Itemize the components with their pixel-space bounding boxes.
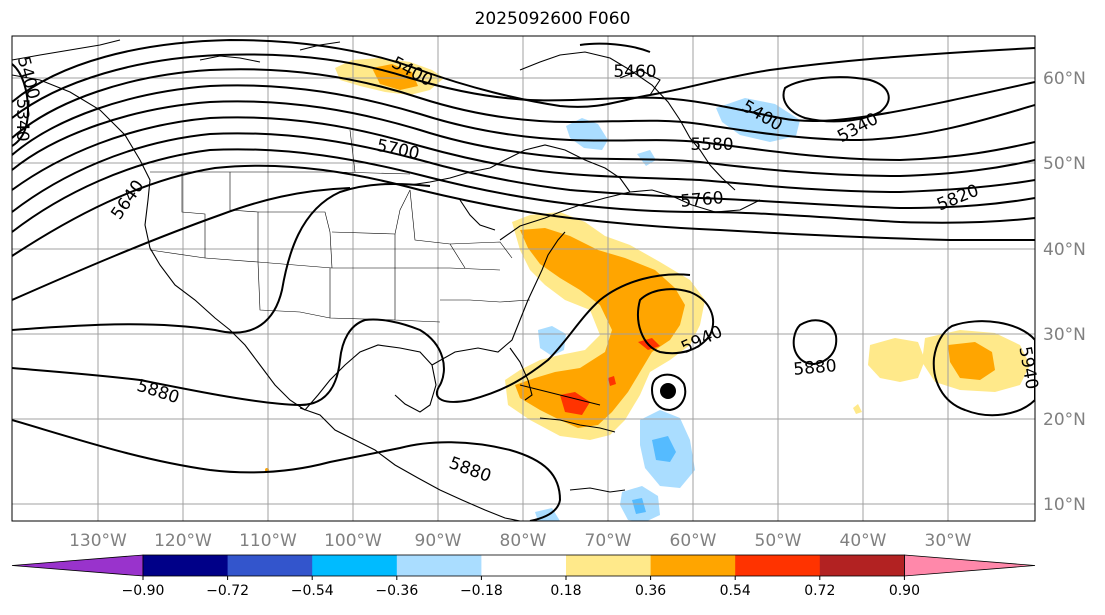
- colorbar-tick-label: −0.36: [375, 583, 418, 599]
- colorbar-tick-label: 0.90: [889, 583, 920, 599]
- longitude-label: 70°W: [585, 531, 632, 551]
- colorbar-segment: [650, 555, 736, 576]
- colorbar-tick-label: −0.90: [122, 583, 165, 599]
- colorbar-tick-label: 0.36: [635, 583, 666, 599]
- longitude-label: 120°W: [154, 531, 212, 551]
- colorbar-segment: [312, 555, 398, 576]
- height-contours: [12, 38, 1035, 521]
- colorbar: −0.90 −0.72 −0.54 −0.36 −0.18 0.18 0.36 0.54 0.7…: [11, 554, 1036, 599]
- latitude-label: 30°N: [1043, 325, 1086, 345]
- longitude-label: 130°W: [69, 531, 127, 551]
- contour-label: 5880: [793, 356, 838, 380]
- longitude-label: 50°W: [755, 531, 802, 551]
- latitude-label: 60°N: [1043, 69, 1086, 89]
- colorbar-outline: [142, 554, 905, 577]
- contour-label: 5460: [613, 62, 656, 82]
- contour-label: 5580: [690, 135, 733, 155]
- colorbar-tick-label: −0.72: [206, 583, 249, 599]
- contour-label: 5880: [446, 453, 493, 487]
- colorbar-segment: [819, 555, 905, 576]
- colorbar-extend-low: [11, 554, 144, 577]
- colorbar-segment: [481, 555, 567, 576]
- colorbar-segment: [143, 555, 229, 576]
- longitude-label: 60°W: [670, 531, 717, 551]
- colorbar-segment: [566, 555, 652, 576]
- colorbar-segment: [735, 555, 821, 576]
- colorbar-segment: [396, 555, 482, 576]
- map-title: 2025092600 F060: [474, 9, 631, 29]
- latitude-labels: 60°N 50°N 40°N 30°N 20°N 10°N: [1043, 69, 1086, 515]
- latitude-label: 10°N: [1043, 495, 1086, 515]
- longitude-label: 110°W: [239, 531, 297, 551]
- latitude-label: 40°N: [1043, 240, 1086, 260]
- contour-label: 5700: [375, 136, 421, 165]
- colorbar-extend-high: [904, 554, 1036, 577]
- colorbar-tick-label: 0.72: [804, 583, 835, 599]
- longitude-label: 100°W: [324, 531, 382, 551]
- warm-shading: [265, 58, 1030, 472]
- longitude-label: 80°W: [500, 531, 547, 551]
- contour-label: 5820: [934, 181, 982, 216]
- contour-label: 5340: [834, 109, 882, 147]
- colorbar-tick-label: 0.18: [550, 583, 581, 599]
- contour-label: 5340: [12, 98, 32, 141]
- longitude-label: 90°W: [415, 531, 462, 551]
- colorbar-tick-label: −0.18: [460, 583, 503, 599]
- map-frame: [11, 35, 1036, 522]
- graticule: [12, 36, 1035, 521]
- storm-center-dot: [660, 383, 676, 399]
- longitude-labels: 130°W 120°W 110°W 100°W 90°W 80°W 70°W 60°W 50°W…: [69, 531, 972, 551]
- colorbar-segment: [227, 555, 313, 576]
- longitude-label: 40°W: [840, 531, 887, 551]
- contour-label: 5880: [134, 376, 181, 408]
- longitude-label: 30°W: [925, 531, 972, 551]
- contour-label: 5760: [680, 188, 725, 212]
- colorbar-tick-label: 0.54: [720, 583, 751, 599]
- colorbar-tick-label: −0.54: [291, 583, 334, 599]
- latitude-label: 20°N: [1043, 410, 1086, 430]
- latitude-label: 50°N: [1043, 154, 1086, 174]
